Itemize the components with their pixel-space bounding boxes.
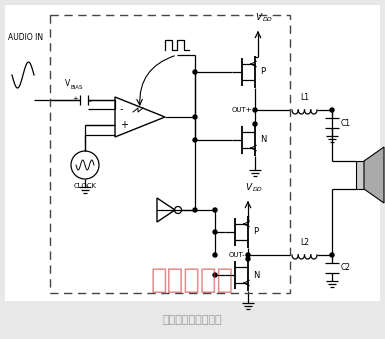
Circle shape [193,208,197,212]
Text: +: + [72,96,78,102]
Text: V: V [65,79,70,88]
Circle shape [213,253,217,257]
Circle shape [193,115,197,119]
Circle shape [193,70,197,74]
Text: 奥迪拖培训: 奥迪拖培训 [151,266,234,294]
Circle shape [253,122,257,126]
Circle shape [330,108,334,112]
Text: V: V [245,183,251,192]
Bar [5,301,380,334]
Text: L2: L2 [300,238,309,247]
Text: C2: C2 [341,263,351,273]
Text: +: + [120,120,128,130]
Bar [5,5,380,306]
Circle shape [213,208,217,212]
Text: AUDIO IN: AUDIO IN [8,34,43,42]
Text: DD: DD [253,187,263,192]
Text: P: P [260,67,265,77]
Text: OUT-: OUT- [228,252,245,258]
Text: N: N [260,136,266,144]
Bar [50,15,290,293]
Text: V: V [255,13,261,22]
Text: 射频和天线设计专家: 射频和天线设计专家 [162,315,222,325]
Polygon shape [364,147,384,203]
Circle shape [213,230,217,234]
Circle shape [193,138,197,142]
Bar [356,161,364,189]
Circle shape [253,108,257,112]
Text: CLOCK: CLOCK [74,183,97,189]
Text: DD: DD [263,17,273,22]
Text: C1: C1 [341,119,351,127]
Text: -: - [120,104,124,114]
Circle shape [246,253,250,257]
Text: -: - [89,98,92,104]
Circle shape [213,273,217,277]
Text: BIAS: BIAS [70,85,83,90]
Text: OUT+: OUT+ [231,107,252,113]
Circle shape [246,257,250,261]
Text: L1: L1 [300,93,309,102]
Circle shape [330,253,334,257]
Text: N: N [253,271,259,279]
Text: P: P [253,227,258,237]
